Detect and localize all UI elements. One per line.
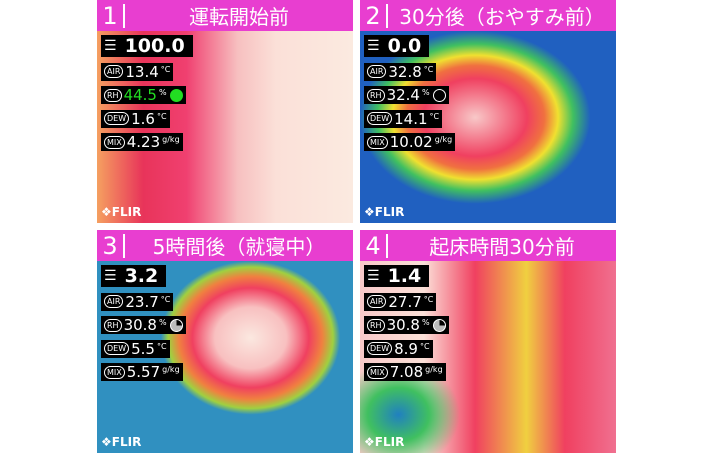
dew-readout: DEW 1.6 °C — [101, 109, 170, 128]
thermal-panel: 1 運転開始前 ☰ 100.0 AIR 13.4 °C RH 44.5% DEW 1.6 °… — [97, 0, 353, 223]
mix-readout: MIX 5.57 g/kg — [101, 363, 183, 381]
readout-overlay: ☰ 1.4 AIR 27.7 °C RH 30.8% DEW 8.9 °C MIX 7.08 g… — [364, 265, 449, 383]
thermal-image: ☰ 1.4 AIR 27.7 °C RH 30.8% DEW 8.9 °C MIX 7.08 g… — [360, 261, 616, 453]
flir-logo: ❖FLIR — [364, 205, 405, 219]
mix-readout: MIX 10.02 g/kg — [364, 133, 456, 151]
thermal-panel: 3 5時間後（就寝中） ☰ 3.2 AIR 23.7 °C RH 30.8% DEW 5.… — [97, 230, 353, 453]
air-readout: AIR 13.4 °C — [101, 62, 174, 81]
mix-readout: MIX 7.08 g/kg — [364, 363, 446, 381]
panel-number: 1 — [97, 3, 125, 28]
rh-level-icon — [432, 88, 446, 102]
readout-overlay: ☰ 100.0 AIR 13.4 °C RH 44.5% DEW 1.6 °C MIX 4.2… — [101, 35, 193, 153]
rh-level-icon — [169, 88, 183, 102]
air-readout: AIR 27.7 °C — [364, 292, 437, 311]
dew-readout: DEW 5.5 °C — [101, 339, 170, 358]
air-readout: AIR 23.7 °C — [101, 292, 174, 311]
readout-overlay: ☰ 0.0 AIR 32.8 °C RH 32.4% DEW 14.1 °C MIX 10.0… — [364, 35, 456, 153]
panel-number: 4 — [360, 233, 388, 258]
rh-level-icon — [169, 318, 183, 332]
index-readout: ☰ 1.4 — [364, 265, 430, 287]
panel-title: 5時間後（就寝中） — [152, 235, 326, 259]
humidifier-icon: ☰ — [367, 268, 380, 284]
air-readout: AIR 32.8 °C — [364, 62, 437, 81]
humidifier-icon: ☰ — [367, 38, 380, 54]
thermal-image: ☰ 3.2 AIR 23.7 °C RH 30.8% DEW 5.5 °C MIX 5.57 g… — [97, 261, 353, 453]
dew-readout: DEW 14.1 °C — [364, 109, 443, 128]
flir-logo: ❖FLIR — [364, 435, 405, 449]
thermal-image: ☰ 100.0 AIR 13.4 °C RH 44.5% DEW 1.6 °C MIX 4.2… — [97, 31, 353, 223]
thermal-panel: 2 30分後（おやすみ前） ☰ 0.0 AIR 32.8 °C RH 32.4% DEW… — [360, 0, 616, 223]
panel-header: 4 起床時間30分前 — [360, 230, 616, 261]
humidifier-icon: ☰ — [104, 38, 117, 54]
thermal-image: ☰ 0.0 AIR 32.8 °C RH 32.4% DEW 14.1 °C MIX 10.0… — [360, 31, 616, 223]
panel-title: 30分後（おやすみ前） — [399, 5, 605, 29]
rh-readout: RH 32.4% — [364, 86, 449, 104]
panel-header: 2 30分後（おやすみ前） — [360, 0, 616, 31]
rh-readout: RH 30.8% — [101, 316, 186, 334]
panel-header: 3 5時間後（就寝中） — [97, 230, 353, 261]
panel-number: 2 — [360, 3, 388, 28]
panel-title: 運転開始前 — [189, 5, 289, 29]
rh-readout: RH 30.8% — [364, 316, 449, 334]
flir-logo: ❖FLIR — [101, 435, 142, 449]
index-readout: ☰ 0.0 — [364, 35, 430, 57]
panel-title: 起床時間30分前 — [429, 235, 575, 259]
index-readout: ☰ 100.0 — [101, 35, 193, 57]
rh-readout: RH 44.5% — [101, 86, 186, 104]
humidifier-icon: ☰ — [104, 268, 117, 284]
panel-header: 1 運転開始前 — [97, 0, 353, 31]
readout-overlay: ☰ 3.2 AIR 23.7 °C RH 30.8% DEW 5.5 °C MIX 5.57 g… — [101, 265, 186, 383]
rh-level-icon — [432, 318, 446, 332]
index-readout: ☰ 3.2 — [101, 265, 167, 287]
dew-readout: DEW 8.9 °C — [364, 339, 433, 358]
mix-readout: MIX 4.23 g/kg — [101, 133, 183, 151]
thermal-panel: 4 起床時間30分前 ☰ 1.4 AIR 27.7 °C RH 30.8% DEW 8.9… — [360, 230, 616, 453]
flir-logo: ❖FLIR — [101, 205, 142, 219]
panel-number: 3 — [97, 233, 125, 258]
